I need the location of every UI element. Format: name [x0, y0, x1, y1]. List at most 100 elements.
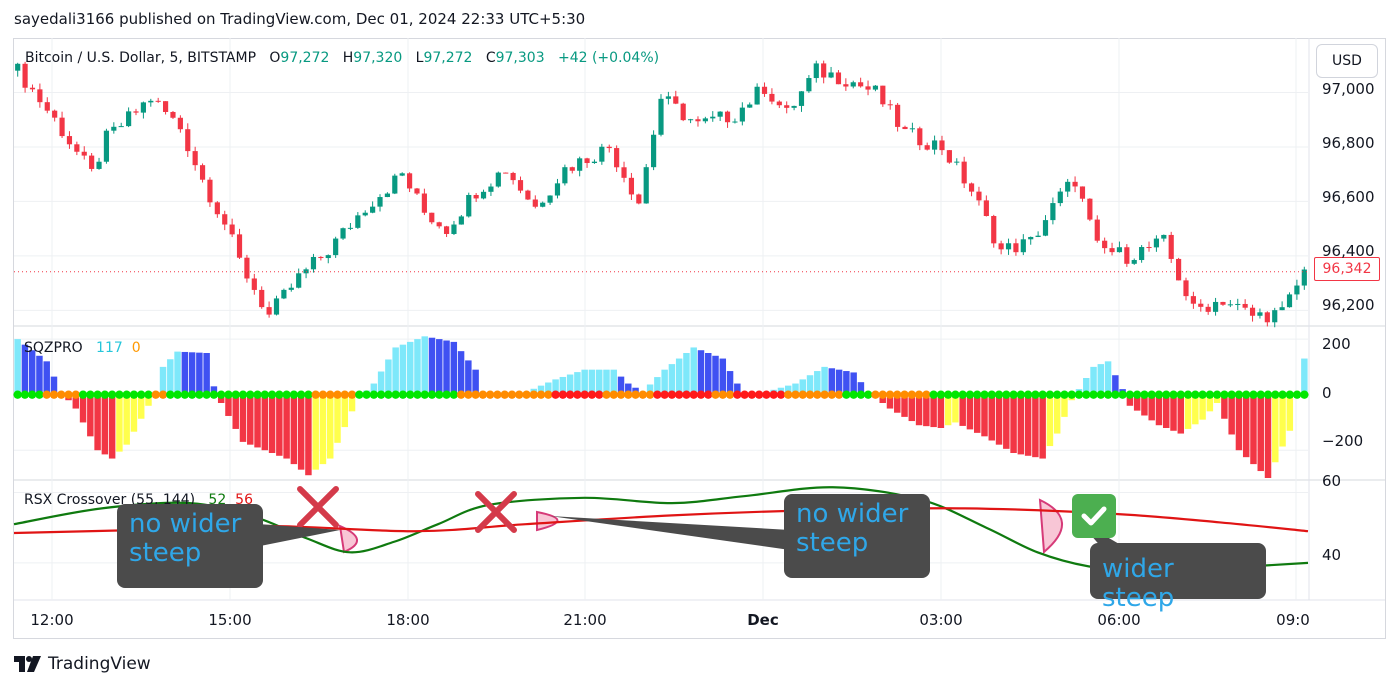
candle-body: [81, 151, 87, 156]
candle-body: [429, 212, 435, 223]
sqz-histogram-group: [14, 336, 1308, 478]
symbol-legend: Bitcoin / U.S. Dollar, 5, BITSTAMP O97,2…: [25, 50, 659, 66]
y-tick-label: 97,000: [1322, 80, 1375, 98]
sqz-bar: [305, 394, 312, 476]
candle-body: [843, 84, 849, 87]
candle-body: [1227, 304, 1233, 306]
squeeze-dot: [515, 390, 524, 399]
sqz-bar: [1257, 394, 1264, 472]
squeeze-dot: [216, 390, 226, 399]
squeeze-dot: [871, 390, 880, 399]
squeeze-dot: [653, 390, 662, 399]
candle-body: [199, 165, 206, 180]
candle-body: [754, 86, 760, 105]
sqz-bar: [450, 341, 458, 395]
sqz-bar: [995, 394, 1003, 445]
candle-body: [569, 167, 575, 171]
squeeze-dot: [667, 390, 677, 399]
squeeze-dot: [987, 390, 996, 399]
sqz-bar: [1228, 394, 1235, 435]
sqz-bar: [1192, 394, 1199, 425]
squeeze-dot: [311, 390, 320, 399]
sqz-bar: [79, 394, 87, 423]
candle-body: [998, 243, 1004, 250]
squeeze-dot: [253, 390, 262, 399]
squeeze-dot: [1009, 390, 1018, 399]
sqz-bar: [566, 374, 574, 395]
candle-body: [148, 100, 154, 103]
sqz-bar: [719, 358, 727, 395]
sqz-bar: [348, 394, 356, 412]
candle-body: [1079, 186, 1086, 199]
sqz-bar: [370, 383, 378, 395]
squeeze-dot: [391, 390, 400, 399]
squeeze-dot: [1060, 390, 1069, 399]
x-tick-label: 06:00: [1097, 611, 1141, 629]
squeeze-dot: [718, 390, 727, 399]
squeeze-dot: [1162, 390, 1171, 399]
sqz-bar: [1083, 378, 1090, 395]
sqz-bar: [973, 394, 981, 433]
squeeze-dot: [660, 390, 669, 399]
currency-button[interactable]: USD: [1316, 44, 1378, 78]
sqz-bar: [145, 394, 152, 406]
candle-body: [207, 179, 213, 203]
annotation-callout-3: wider steep: [1090, 543, 1266, 613]
checkmark-icon: [1072, 494, 1116, 538]
candle-body: [665, 96, 671, 99]
squeeze-dot: [427, 390, 437, 399]
candle-body: [451, 224, 457, 234]
candle-body: [1028, 236, 1034, 240]
candle-body: [1072, 181, 1078, 187]
squeeze-dot: [485, 390, 495, 399]
sqz-bar: [472, 369, 479, 395]
cross-icon: [475, 491, 517, 533]
candle-body: [1102, 240, 1108, 249]
candle-body: [532, 199, 538, 207]
sqz-bar: [683, 353, 690, 395]
candle-body: [74, 144, 80, 152]
candle-body: [1153, 238, 1160, 248]
sqz-bar: [1126, 394, 1134, 406]
sqz-bar: [901, 394, 908, 417]
squeeze-dot: [246, 390, 255, 399]
candle-body: [436, 222, 442, 227]
sqz-bar: [1250, 394, 1257, 465]
sqz-bar: [334, 394, 341, 443]
sqz-bar: [734, 383, 741, 395]
sqz-bar: [821, 366, 828, 395]
squeeze-dot: [885, 390, 895, 399]
candle-body: [1249, 307, 1256, 316]
tradingview-logo[interactable]: TradingView: [14, 654, 151, 674]
sqz-bar: [1206, 394, 1214, 412]
candle-body: [244, 257, 250, 279]
squeeze-dot: [849, 390, 858, 399]
candle-body: [1212, 301, 1219, 312]
steep-marker: [1038, 498, 1063, 555]
candle-body: [776, 101, 782, 106]
squeeze-dot: [587, 390, 597, 399]
sqz-bar: [1061, 394, 1068, 417]
candle-body: [155, 100, 161, 102]
candle-body: [828, 72, 834, 78]
candle-body: [1279, 307, 1285, 311]
sqz-bar: [137, 394, 145, 419]
candle-body: [281, 289, 287, 299]
sqz-bar: [14, 339, 21, 395]
squeeze-dot: [893, 390, 902, 399]
sqz-bar: [915, 394, 923, 426]
sqz-bar: [559, 376, 567, 395]
candle-body: [229, 224, 235, 235]
y-tick-label: 96,200: [1322, 296, 1375, 314]
sqz-bar: [414, 339, 421, 395]
sqz-bar: [1199, 394, 1206, 420]
squeeze-dot: [1227, 390, 1236, 399]
annotation-callout-1: no wider steep: [117, 504, 263, 588]
candle-body: [1087, 198, 1093, 220]
candle-body: [932, 140, 938, 150]
squeeze-dot: [27, 390, 37, 399]
sqz-bar: [1235, 394, 1243, 451]
sqz-bar: [465, 360, 472, 395]
squeeze-dot: [1183, 390, 1193, 399]
